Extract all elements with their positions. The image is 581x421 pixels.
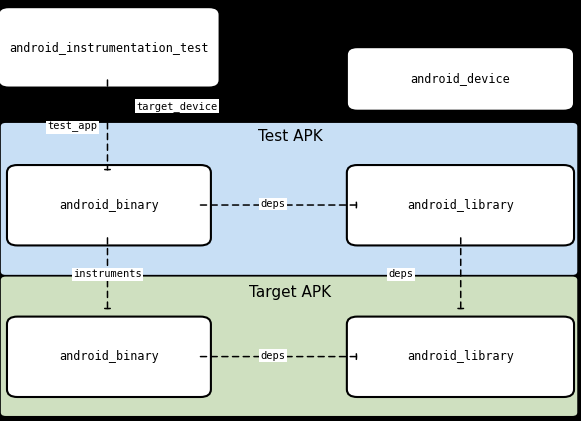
FancyBboxPatch shape — [347, 47, 574, 111]
Text: android_binary: android_binary — [59, 199, 159, 212]
Text: android_binary: android_binary — [59, 350, 159, 363]
Text: android_device: android_device — [411, 72, 510, 85]
Text: android_instrumentation_test: android_instrumentation_test — [9, 41, 209, 54]
Text: deps: deps — [260, 199, 286, 209]
Text: deps: deps — [388, 269, 414, 280]
Text: android_library: android_library — [407, 350, 514, 363]
Text: instruments: instruments — [73, 269, 142, 280]
FancyBboxPatch shape — [7, 165, 211, 245]
FancyBboxPatch shape — [7, 317, 211, 397]
Text: Test APK: Test APK — [258, 129, 323, 144]
FancyBboxPatch shape — [347, 317, 574, 397]
Text: deps: deps — [260, 351, 286, 361]
FancyBboxPatch shape — [347, 165, 574, 245]
Text: Target APK: Target APK — [249, 285, 332, 300]
FancyBboxPatch shape — [0, 7, 220, 88]
FancyBboxPatch shape — [0, 122, 578, 276]
FancyBboxPatch shape — [0, 276, 578, 417]
Text: android_library: android_library — [407, 199, 514, 212]
Text: target_device: target_device — [137, 101, 218, 112]
Text: test_app: test_app — [48, 122, 98, 132]
